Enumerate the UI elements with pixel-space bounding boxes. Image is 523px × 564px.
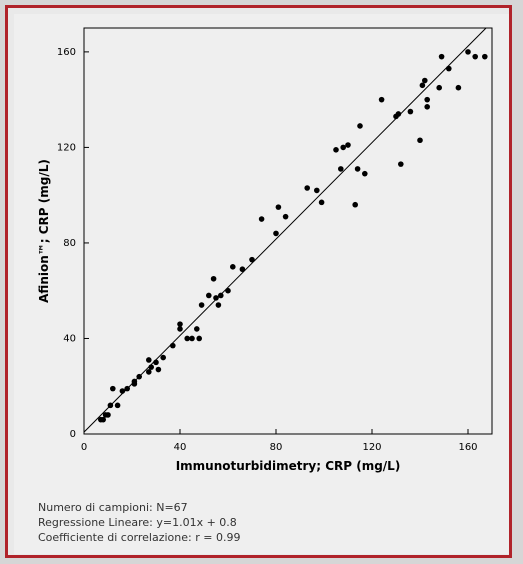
y-tick-label: 0 <box>70 429 76 440</box>
data-point <box>148 364 154 370</box>
x-tick-label: 120 <box>362 442 381 453</box>
data-point <box>318 199 325 206</box>
data-point <box>455 84 462 91</box>
data-point <box>314 187 320 194</box>
plot-frame <box>83 27 493 435</box>
data-point <box>146 357 152 363</box>
data-point <box>438 53 445 60</box>
y-tick-label: 80 <box>63 238 76 249</box>
data-point <box>136 373 142 380</box>
data-point <box>472 53 479 60</box>
y-tick-label: 160 <box>57 47 76 58</box>
data-point <box>107 402 114 409</box>
data-point <box>354 166 361 172</box>
data-point <box>160 354 166 361</box>
x-tick-label: 40 <box>174 442 187 453</box>
data-point <box>398 161 404 167</box>
y-tick-label: 120 <box>57 142 76 153</box>
plot-area <box>83 27 493 435</box>
data-point <box>419 82 426 89</box>
data-points <box>98 49 488 423</box>
data-point <box>230 264 236 270</box>
data-point <box>198 302 205 308</box>
data-point <box>249 256 255 263</box>
data-point <box>114 402 121 409</box>
data-point <box>273 230 279 237</box>
data-point <box>124 385 130 392</box>
data-point <box>225 287 231 294</box>
data-point <box>213 295 219 301</box>
data-point <box>422 77 428 84</box>
data-point <box>177 326 183 332</box>
chart-panel <box>14 14 509 554</box>
regression-line <box>83 27 487 433</box>
data-point <box>210 275 217 282</box>
data-point <box>338 166 344 172</box>
data-point <box>258 216 265 222</box>
data-point <box>465 49 471 55</box>
data-point <box>170 342 176 349</box>
data-point <box>153 359 159 366</box>
data-point <box>436 84 443 91</box>
data-point <box>239 266 246 273</box>
data-point <box>218 292 224 299</box>
data-point <box>378 96 385 103</box>
data-point <box>215 302 222 308</box>
data-point <box>131 381 138 387</box>
data-point <box>345 142 351 148</box>
data-point <box>357 123 363 129</box>
data-point <box>155 366 162 373</box>
regression-text: Regressione Lineare: y=1.01x + 0.8 <box>38 516 237 529</box>
data-point <box>417 137 423 144</box>
x-tick-label: 80 <box>270 442 283 453</box>
data-point <box>304 185 311 191</box>
data-point <box>119 388 126 394</box>
data-point <box>146 369 152 375</box>
x-tick-label: 160 <box>458 442 477 453</box>
sample-count-text: Numero di campioni: N=67 <box>38 501 188 514</box>
data-point <box>282 213 289 220</box>
y-axis-label: Afinion™; CRP (mg/L) <box>37 159 51 303</box>
data-point <box>275 204 282 210</box>
data-point <box>110 385 116 392</box>
data-point <box>352 201 359 208</box>
x-axis-ticks: 0 40 80 120 160 <box>81 429 478 453</box>
data-point <box>206 292 212 299</box>
data-point <box>100 416 106 423</box>
data-point <box>362 170 368 177</box>
y-axis-ticks: 0 40 80 120 160 <box>57 47 89 440</box>
data-point <box>184 335 190 342</box>
data-point <box>340 144 347 151</box>
stats-block: Numero di campioni: N=67 Regressione Lin… <box>38 500 240 545</box>
x-tick-label: 0 <box>81 442 87 453</box>
data-point <box>482 53 488 60</box>
data-point <box>177 321 183 327</box>
data-point <box>395 111 402 117</box>
data-point <box>105 412 111 418</box>
data-point <box>407 108 414 115</box>
data-point <box>333 147 339 153</box>
data-point <box>194 326 200 332</box>
y-tick-label: 40 <box>63 333 76 344</box>
x-axis-label: Immunoturbidimetry; CRP (mg/L) <box>176 459 401 473</box>
data-point <box>196 335 202 342</box>
data-point <box>189 335 195 342</box>
data-point <box>424 104 431 110</box>
data-point <box>424 96 431 103</box>
data-point <box>446 65 452 72</box>
correlation-text: Coefficiente di correlazione: r = 0.99 <box>38 531 241 544</box>
